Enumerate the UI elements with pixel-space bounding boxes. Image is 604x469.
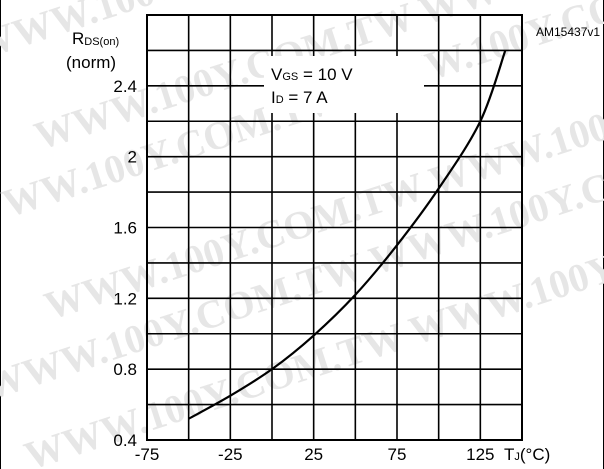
annotation-box: VGS = 10 V ID = 7 A — [264, 56, 424, 113]
y-tick-label: 0.4 — [113, 431, 137, 450]
annotation-vgs: VGS = 10 V — [271, 65, 353, 84]
x-tick-labels: -75 -25 25 75 125 — [135, 445, 495, 464]
x-tick-label: 75 — [388, 445, 407, 464]
x-tick-label: 25 — [304, 445, 323, 464]
y-tick-label: 1.2 — [113, 289, 137, 308]
y-axis-label: RDS(on) — [72, 29, 119, 48]
annotation-id: ID = 7 A — [271, 88, 328, 107]
y-axis-label-unit: (norm) — [66, 53, 116, 72]
series-line — [188, 50, 507, 420]
x-tick-label: -75 — [135, 445, 160, 464]
x-axis-label: TJ(°C) — [504, 445, 550, 464]
y-tick-label: 2 — [128, 148, 137, 167]
plot-area — [146, 14, 523, 441]
x-tick-label: 125 — [466, 445, 494, 464]
y-tick-label: 2.4 — [113, 77, 137, 96]
y-tick-label: 0.8 — [113, 360, 137, 379]
x-tick-label: -25 — [218, 445, 243, 464]
y-tick-labels: 0.4 0.8 1.2 1.6 2 2.4 — [113, 77, 137, 450]
y-tick-label: 1.6 — [113, 219, 137, 238]
series-layer — [188, 50, 507, 420]
document-id: AM15437v1 — [536, 25, 600, 39]
